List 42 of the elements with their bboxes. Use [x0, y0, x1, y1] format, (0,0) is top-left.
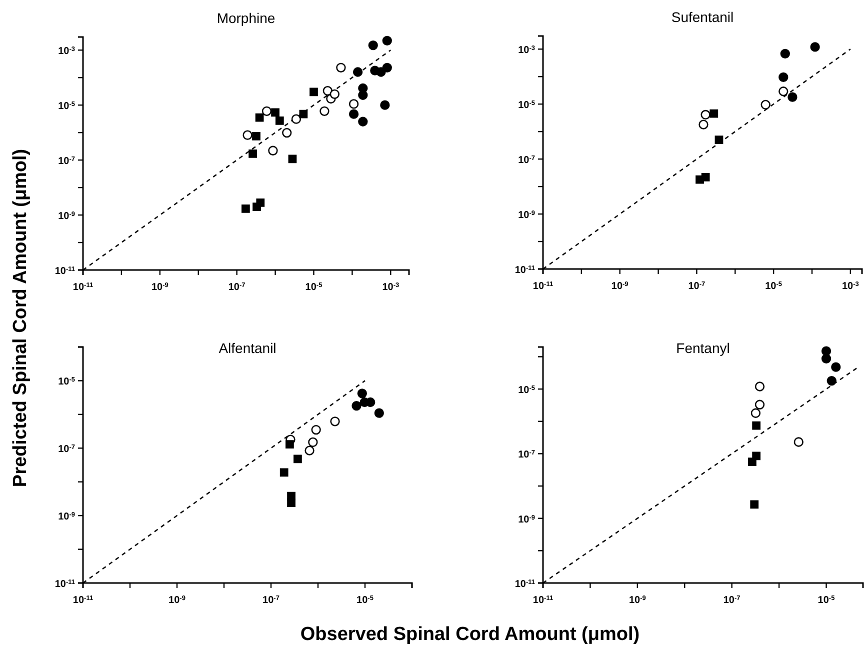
x-tick-label: 10$^{-3}$: [382, 282, 400, 293]
y-tick-label: 10$^{-7}$: [58, 156, 76, 168]
x-tick-label: 10$^{-5}$: [818, 594, 836, 606]
y-tick-label: 10$^{-9}$: [518, 210, 536, 222]
chart-title: Fentanyl: [676, 340, 730, 356]
y-tick-label: 10$^{-7}$: [58, 444, 76, 456]
y-tick-label: 10$^{-3}$: [58, 46, 76, 58]
y-tick-label: 10$^{-5}$: [58, 100, 76, 112]
chart-title: Sufentanil: [671, 9, 734, 25]
x-tick-label: 10$^{-9}$: [628, 594, 646, 606]
x-tick-label: 10$^{-11}$: [72, 282, 94, 293]
chart-title: Morphine: [216, 10, 276, 26]
x-tick-label: 10$^{-7}$: [688, 280, 706, 292]
x-tick-label: 10$^{-11}$: [72, 594, 94, 606]
x-tick-label: 10$^{-11}$: [532, 280, 554, 292]
y-tick-label: 10$^{-5}$: [518, 100, 536, 112]
x-tick-label: 10$^{-9}$: [611, 280, 629, 292]
x-tick-label: 10$^{-3}$: [842, 280, 860, 292]
y-tick-label: 10$^{-3}$: [518, 44, 536, 56]
x-tick-label: 10$^{-7}$: [723, 594, 741, 606]
y-tick-label: 10$^{-7}$: [518, 449, 536, 461]
chart-title: Alfentanil: [218, 340, 276, 356]
x-tick-label: 10$^{-7}$: [228, 282, 246, 293]
y-axis-title: Predicted Spinal Cord Amount (μmol): [10, 148, 31, 488]
x-tick-label: 10$^{-9}$: [151, 282, 169, 293]
y-tick-label: 10$^{-7}$: [518, 154, 536, 166]
x-tick-label: 10$^{-11}$: [532, 594, 554, 606]
x-tick-label: 10$^{-5}$: [305, 282, 323, 293]
x-tick-label: 10$^{-5}$: [356, 594, 374, 606]
y-tick-label: 10$^{-11}$: [514, 578, 536, 590]
y-tick-label: 10$^{-11}$: [514, 264, 536, 276]
y-tick-label: 10$^{-9}$: [58, 210, 76, 222]
y-tick-label: 10$^{-9}$: [518, 514, 536, 526]
y-tick-label: 10$^{-5}$: [58, 376, 76, 388]
x-axis-title: Observed Spinal Cord Amount (μmol): [300, 624, 640, 645]
y-tick-label: 10$^{-5}$: [518, 384, 536, 396]
y-tick-label: 10$^{-11}$: [54, 578, 76, 590]
y-tick-label: 10$^{-11}$: [54, 266, 76, 277]
x-tick-label: 10$^{-7}$: [262, 594, 280, 606]
x-tick-label: 10$^{-5}$: [765, 280, 782, 292]
y-tick-label: 10$^{-9}$: [58, 511, 76, 523]
x-tick-label: 10$^{-9}$: [168, 594, 186, 606]
